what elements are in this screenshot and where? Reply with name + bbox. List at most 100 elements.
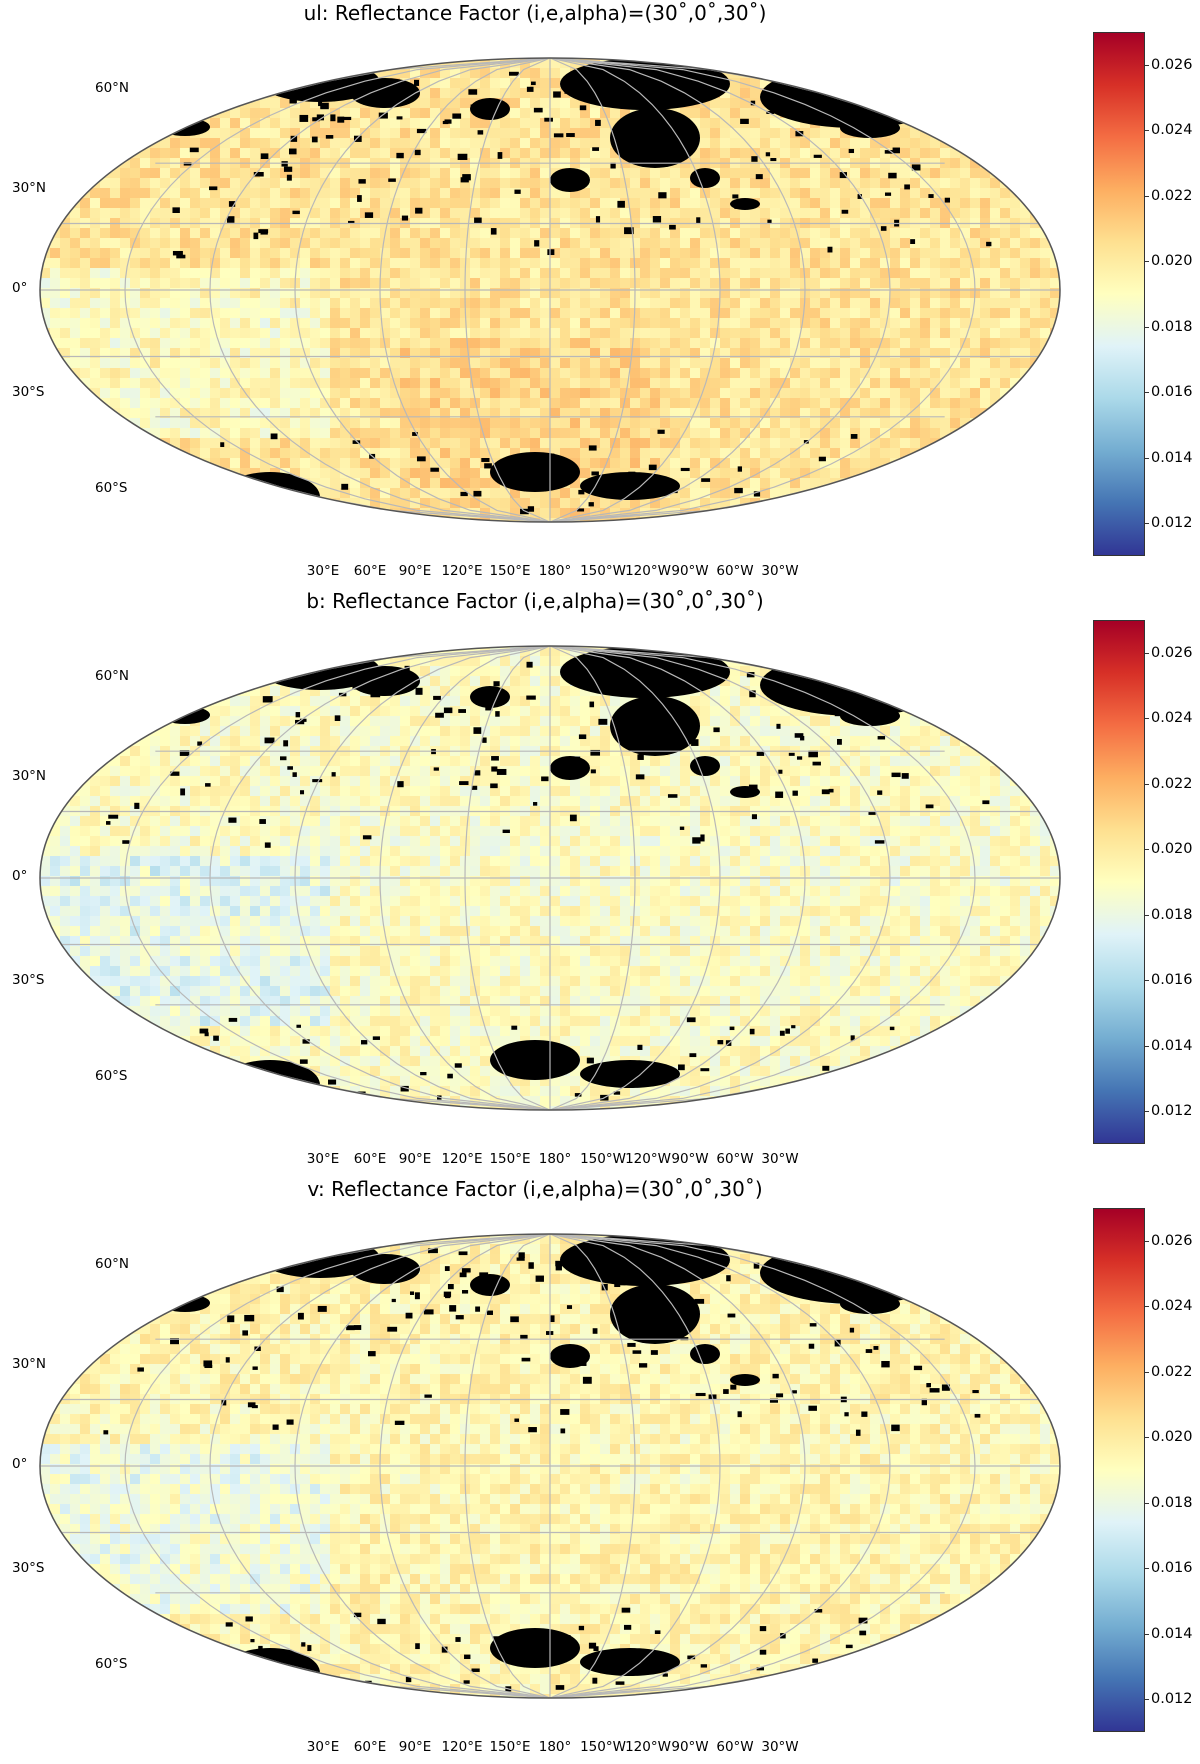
colorbar-tick-label: 0.018 — [1145, 319, 1193, 335]
lon-label: 150°W — [580, 563, 626, 579]
lon-label: 30°E — [307, 563, 339, 579]
lon-label: 90°W — [671, 1739, 708, 1755]
lon-label: 30°W — [761, 1739, 798, 1755]
colorbar-tick-label: 0.012 — [1145, 1103, 1193, 1119]
reflectance-map — [0, 28, 1080, 558]
lat-label: 30°N — [12, 180, 46, 196]
colorbar-tick-text: 0.024 — [1145, 122, 1193, 138]
colorbar-tick-text: 0.026 — [1145, 645, 1193, 661]
colorbar-tick-label: 0.016 — [1145, 1560, 1193, 1576]
lon-label: 90°W — [671, 563, 708, 579]
lat-label: 60°S — [95, 1656, 128, 1672]
colorbar-tick-text: 0.022 — [1145, 188, 1193, 204]
colorbar-tick-label: 0.018 — [1145, 1495, 1193, 1511]
lon-label: 30°W — [761, 1151, 798, 1167]
colorbar-tick-text: 0.022 — [1145, 776, 1193, 792]
lat-label: 0° — [12, 280, 27, 296]
lon-label: 60°E — [354, 563, 386, 579]
colorbar-tick-text: 0.020 — [1145, 1429, 1193, 1445]
colorbar-tick-label: 0.026 — [1145, 645, 1193, 661]
colorbar-tick-label: 0.026 — [1145, 57, 1193, 73]
colorbar-tick-text: 0.020 — [1145, 253, 1193, 269]
lon-label: 150°W — [580, 1151, 626, 1167]
lon-label: 180° — [539, 1739, 572, 1755]
lon-label: 60°E — [354, 1739, 386, 1755]
colorbar-tick-text: 0.026 — [1145, 1233, 1193, 1249]
lon-label: 60°W — [716, 1739, 753, 1755]
colorbar-tick-text: 0.018 — [1145, 319, 1193, 335]
lon-label: 90°E — [399, 1151, 431, 1167]
colorbar-tick-text: 0.012 — [1145, 1103, 1193, 1119]
colorbar-tick-label: 0.024 — [1145, 710, 1193, 726]
lon-label: 120°E — [441, 1151, 482, 1167]
colorbar-tick-label: 0.016 — [1145, 384, 1193, 400]
lon-label: 120°W — [625, 1151, 671, 1167]
colorbar-tick-label: 0.016 — [1145, 972, 1193, 988]
lat-label: 30°N — [12, 1356, 46, 1372]
colorbar-tick-label: 0.022 — [1145, 188, 1193, 204]
lat-label: 30°N — [12, 768, 46, 784]
colorbar-tick-text: 0.026 — [1145, 57, 1193, 73]
lon-label: 120°E — [441, 563, 482, 579]
colorbar-tick-text: 0.022 — [1145, 1364, 1193, 1380]
colorbar-tick-text: 0.018 — [1145, 907, 1193, 923]
lat-label: 30°S — [12, 1560, 45, 1576]
colorbar-tick-label: 0.022 — [1145, 776, 1193, 792]
map-panel-v: v: Reflectance Factor (i,e,alpha)=(30˚,0… — [0, 1176, 1200, 1764]
lon-label: 60°W — [716, 1151, 753, 1167]
colorbar-tick-text: 0.016 — [1145, 384, 1193, 400]
colorbar-tick-label: 0.018 — [1145, 907, 1193, 923]
lon-label: 30°E — [307, 1151, 339, 1167]
lon-label: 120°W — [625, 563, 671, 579]
colorbar — [1093, 32, 1145, 556]
lon-label: 120°E — [441, 1739, 482, 1755]
lon-label: 180° — [539, 563, 572, 579]
colorbar-tick-text: 0.024 — [1145, 710, 1193, 726]
lon-label: 90°E — [399, 1739, 431, 1755]
reflectance-map — [0, 616, 1080, 1146]
colorbar-tick-text: 0.014 — [1145, 1626, 1193, 1642]
colorbar — [1093, 620, 1145, 1144]
colorbar-tick-text: 0.014 — [1145, 1038, 1193, 1054]
lon-label: 90°E — [399, 563, 431, 579]
lat-label: 60°S — [95, 1068, 128, 1084]
colorbar-tick-label: 0.014 — [1145, 1038, 1193, 1054]
colorbar-tick-label: 0.024 — [1145, 122, 1193, 138]
lat-label: 60°S — [95, 480, 128, 496]
lon-label: 180° — [539, 1151, 572, 1167]
colorbar-tick-label: 0.020 — [1145, 1429, 1193, 1445]
colorbar-tick-text: 0.012 — [1145, 515, 1193, 531]
colorbar-tick-label: 0.012 — [1145, 1691, 1193, 1707]
lon-label: 30°E — [307, 1739, 339, 1755]
panel-title: ul: Reflectance Factor (i,e,alpha)=(30˚,… — [0, 0, 1070, 26]
colorbar-tick-text: 0.016 — [1145, 1560, 1193, 1576]
map-panel-b: b: Reflectance Factor (i,e,alpha)=(30˚,0… — [0, 588, 1200, 1176]
colorbar-tick-text: 0.012 — [1145, 1691, 1193, 1707]
colorbar-tick-label: 0.024 — [1145, 1298, 1193, 1314]
lat-label: 0° — [12, 1456, 27, 1472]
colorbar-tick-text: 0.018 — [1145, 1495, 1193, 1511]
panel-title: v: Reflectance Factor (i,e,alpha)=(30˚,0… — [0, 1176, 1070, 1202]
lon-label: 150°E — [489, 1739, 530, 1755]
colorbar-tick-label: 0.014 — [1145, 1626, 1193, 1642]
lat-label: 60°N — [95, 80, 129, 96]
colorbar-tick-label: 0.020 — [1145, 841, 1193, 857]
colorbar-tick-text: 0.024 — [1145, 1298, 1193, 1314]
lon-label: 60°E — [354, 1151, 386, 1167]
panel-title: b: Reflectance Factor (i,e,alpha)=(30˚,0… — [0, 588, 1070, 614]
lon-label: 90°W — [671, 1151, 708, 1167]
lat-label: 60°N — [95, 668, 129, 684]
map-panel-ul: ul: Reflectance Factor (i,e,alpha)=(30˚,… — [0, 0, 1200, 588]
lat-label: 0° — [12, 868, 27, 884]
colorbar-tick-text: 0.016 — [1145, 972, 1193, 988]
colorbar-tick-label: 0.020 — [1145, 253, 1193, 269]
lat-label: 30°S — [12, 972, 45, 988]
lat-label: 30°S — [12, 384, 45, 400]
colorbar-tick-text: 0.020 — [1145, 841, 1193, 857]
colorbar-tick-label: 0.012 — [1145, 515, 1193, 531]
lat-label: 60°N — [95, 1256, 129, 1272]
lon-label: 30°W — [761, 563, 798, 579]
colorbar — [1093, 1208, 1145, 1732]
lon-label: 60°W — [716, 563, 753, 579]
colorbar-tick-label: 0.026 — [1145, 1233, 1193, 1249]
